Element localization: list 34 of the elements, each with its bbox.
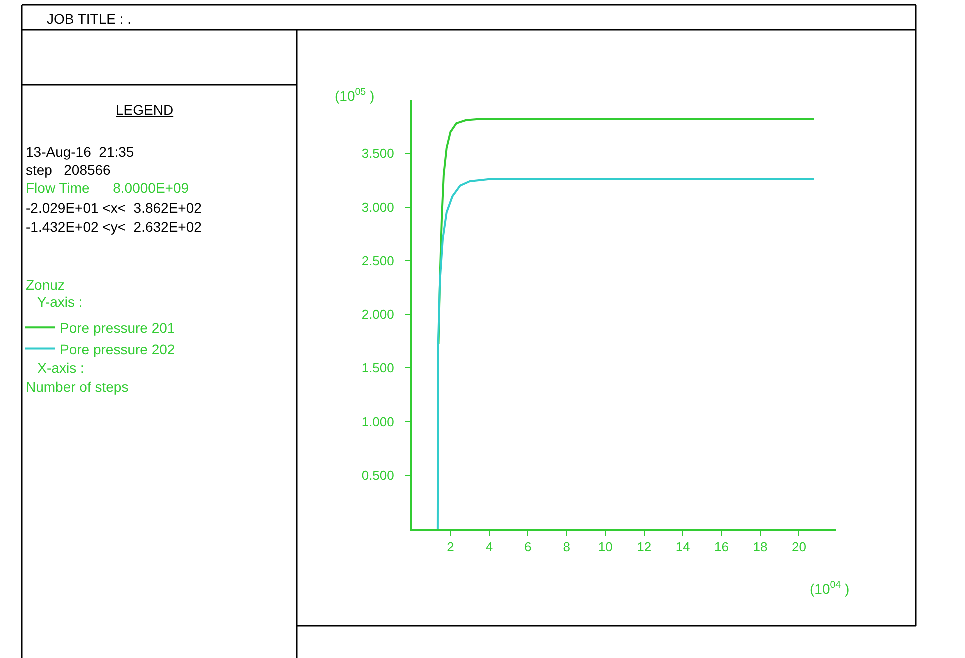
text: step 208566: [26, 162, 112, 178]
legend-label: Pore pressure 202: [60, 341, 176, 358]
text: 13-Aug-16 21:35: [26, 144, 134, 160]
legend-label: Pore pressure 201: [60, 320, 176, 336]
x-tick-label: 8: [563, 540, 571, 555]
text: Flow Time 8.0000E+09: [26, 180, 190, 196]
y-tick-label: 2.000: [362, 307, 394, 322]
line-series: [438, 118, 816, 346]
line-series: [436, 178, 816, 529]
y-tick-label: 3.500: [362, 146, 394, 162]
y-tick-label: 3.000: [362, 200, 394, 215]
x-tick-label: 14: [676, 540, 690, 555]
y-tick-label: 0.500: [362, 468, 394, 483]
text: Zonuz: [26, 277, 65, 293]
x-tick-label: 10: [598, 540, 613, 555]
x-tick-label: 2: [447, 540, 454, 555]
y-tick-label: 2.500: [362, 253, 394, 268]
y-tick-label: 1.000: [362, 414, 394, 430]
text: -1.432E+02 <y< 2.632E+02: [26, 219, 202, 235]
text: JOB TITLE : .: [47, 11, 132, 27]
x-tick-label: 18: [753, 540, 768, 555]
text: Y-axis :: [26, 294, 83, 310]
x-tick-label: 20: [792, 540, 806, 555]
x-axis-title: (10$^{04}$ ): [810, 580, 850, 597]
text: -2.029E+01 <x< 3.862E+02: [26, 200, 202, 216]
text: LEGEND: [116, 102, 174, 118]
text: Number of steps: [26, 379, 129, 395]
x-tick-label: 4: [486, 540, 494, 555]
x-tick-label: 16: [714, 540, 730, 555]
x-tick-label: 12: [637, 540, 652, 555]
text: X-axis :: [26, 360, 84, 376]
y-tick-label: 1.500: [362, 360, 394, 376]
y-axis-title: (10$^{05}$ ): [335, 87, 375, 104]
x-tick-label: 6: [524, 540, 532, 555]
